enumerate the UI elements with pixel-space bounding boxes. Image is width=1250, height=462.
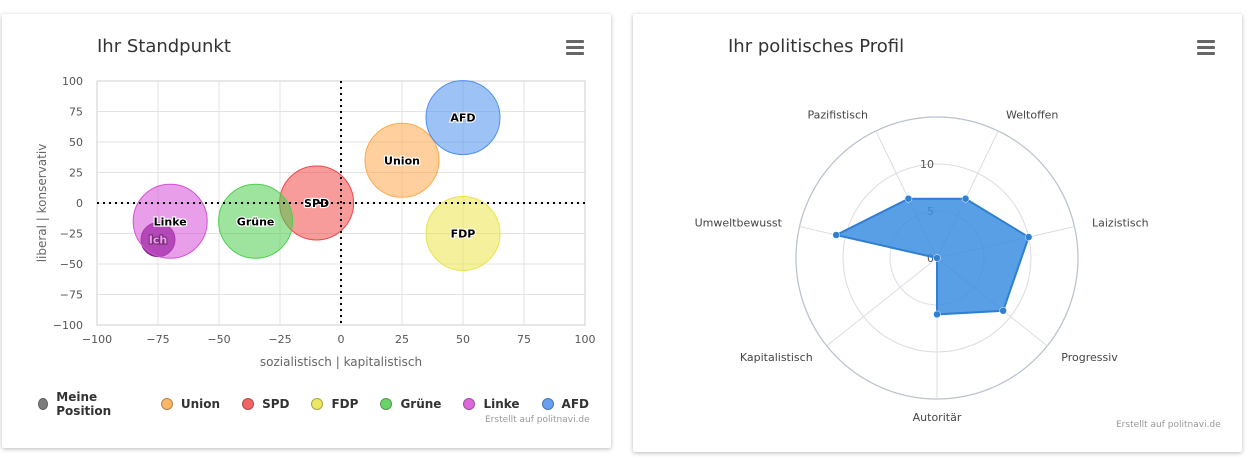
- legend-label: Grüne: [400, 397, 442, 411]
- y-tick-label: −25: [60, 228, 83, 241]
- bubble-label: Grüne: [237, 215, 275, 228]
- radar-spoke: [826, 257, 938, 347]
- y-tick-label: −100: [53, 319, 83, 332]
- x-tick-label: 25: [395, 333, 409, 346]
- hamburger-menu-icon[interactable]: [566, 40, 584, 56]
- legend-item-afd[interactable]: AFD: [541, 390, 589, 418]
- standpunkt-card: Ihr Standpunkt −100 −75 −50 −25 0 25 50 75 100 10…: [2, 14, 611, 448]
- bubble-marker: [425, 80, 501, 156]
- bubble-label: SPD: [304, 197, 329, 210]
- radar-point[interactable]: [933, 310, 941, 319]
- legend-label: Meine Position: [56, 390, 112, 418]
- profil-card: Ihr politisches Profil Weltoffen Laizisti…: [633, 14, 1242, 452]
- legend-item-meine-position[interactable]: Meine Position: [38, 390, 139, 418]
- hamburger-menu-icon[interactable]: [1197, 40, 1215, 56]
- y-tick-label: −50: [60, 258, 83, 271]
- x-tick-label: 75: [517, 333, 531, 346]
- legend-item-spd[interactable]: SPD: [242, 390, 289, 418]
- bubble-marker: [364, 122, 440, 198]
- bubble-grüne[interactable]: Grüne: [218, 183, 294, 259]
- chart-title: Ihr politisches Profil: [728, 36, 905, 57]
- x-tick-label: 100: [575, 333, 596, 346]
- bubble-label: AFD: [450, 112, 475, 125]
- radar-axis-label: Progressiv: [1061, 351, 1118, 364]
- legend-item-union[interactable]: Union: [160, 390, 221, 418]
- bubble-spd[interactable]: SPD: [279, 165, 355, 241]
- radar-axis-label: Laizistisch: [1092, 217, 1149, 230]
- legend-item-fdp[interactable]: FDP: [311, 390, 358, 418]
- legend-marker: [160, 398, 173, 410]
- x-tick-label: 0: [338, 333, 345, 346]
- credit-link[interactable]: Erstellt auf politnavi.de: [485, 415, 590, 425]
- bubble-label: FDP: [451, 228, 476, 241]
- bubble-union[interactable]: Union: [364, 122, 440, 198]
- legend-marker: [311, 398, 324, 410]
- radar-axis-label: Autoritär: [913, 411, 962, 424]
- x-tick-label: −25: [268, 333, 291, 346]
- bubble-linke[interactable]: Linke: [132, 183, 208, 259]
- bubble-marker: [218, 183, 294, 259]
- radar-point[interactable]: [1024, 233, 1033, 241]
- radar-axis-label: Weltoffen: [1006, 109, 1058, 122]
- legend-label: Union: [180, 397, 221, 411]
- legend-label: SPD: [262, 397, 290, 411]
- radar-axis-label: Kapitalistisch: [740, 351, 813, 364]
- credit-link[interactable]: Erstellt auf politnavi.de: [1116, 420, 1221, 430]
- radar-point[interactable]: [904, 194, 913, 203]
- radar-chart: Weltoffen Laizistisch Progressiv Autoritär K…: [695, 109, 1149, 424]
- bubble-label: Union: [384, 154, 420, 167]
- bubble-marker: [425, 196, 501, 271]
- y-tick-label: 75: [69, 106, 83, 119]
- chart-title: Ihr Standpunkt: [97, 36, 231, 57]
- legend-marker: [38, 398, 49, 410]
- legend-marker: [463, 398, 476, 410]
- bubble-chart: −100 −75 −50 −25 0 25 50 75 100 100 75 50 25 0 −25 −50 −…: [35, 75, 596, 369]
- x-axis-label: sozialistisch | kapitalistisch: [260, 355, 422, 369]
- y-tick-label: −75: [60, 289, 83, 302]
- legend-marker: [242, 398, 255, 410]
- legend-label: AFD: [561, 397, 589, 411]
- bubble-afd[interactable]: AFD: [425, 80, 501, 156]
- radar-axis-label: Pazifistisch: [808, 109, 869, 122]
- y-tick-label: 100: [62, 75, 83, 88]
- legend-label: FDP: [331, 397, 359, 411]
- y-tick-label: 0: [76, 197, 83, 210]
- y-tick-label: 50: [69, 136, 83, 149]
- x-tick-label: 50: [456, 333, 470, 346]
- legend-marker: [541, 398, 554, 410]
- radar-point[interactable]: [832, 231, 840, 239]
- radar-point[interactable]: [999, 306, 1007, 315]
- radar-axis-label: Umweltbewusst: [695, 217, 783, 230]
- radar-point[interactable]: [961, 194, 970, 203]
- radar-tick-label: 0: [927, 252, 934, 265]
- x-tick-label: −100: [82, 333, 112, 346]
- radar-tick-label: 10: [920, 158, 934, 171]
- legend-label: Linke: [483, 397, 520, 411]
- legend-item-linke[interactable]: Linke: [463, 390, 520, 418]
- y-axis-label: liberal | konservativ: [35, 144, 49, 263]
- legend-item-grüne[interactable]: Grüne: [380, 390, 441, 418]
- x-tick-label: −75: [146, 333, 169, 346]
- radar-point[interactable]: [933, 254, 941, 262]
- bubble-fdp[interactable]: FDP: [425, 196, 501, 271]
- y-tick-label: 25: [69, 167, 83, 180]
- legend-marker: [380, 398, 393, 410]
- chart-legend: Meine Position Union SPD FDP Grüne Linke AFD: [38, 390, 611, 418]
- x-tick-label: −50: [207, 333, 230, 346]
- radar-area: [833, 197, 1030, 316]
- bubble-label: Linke: [154, 215, 187, 228]
